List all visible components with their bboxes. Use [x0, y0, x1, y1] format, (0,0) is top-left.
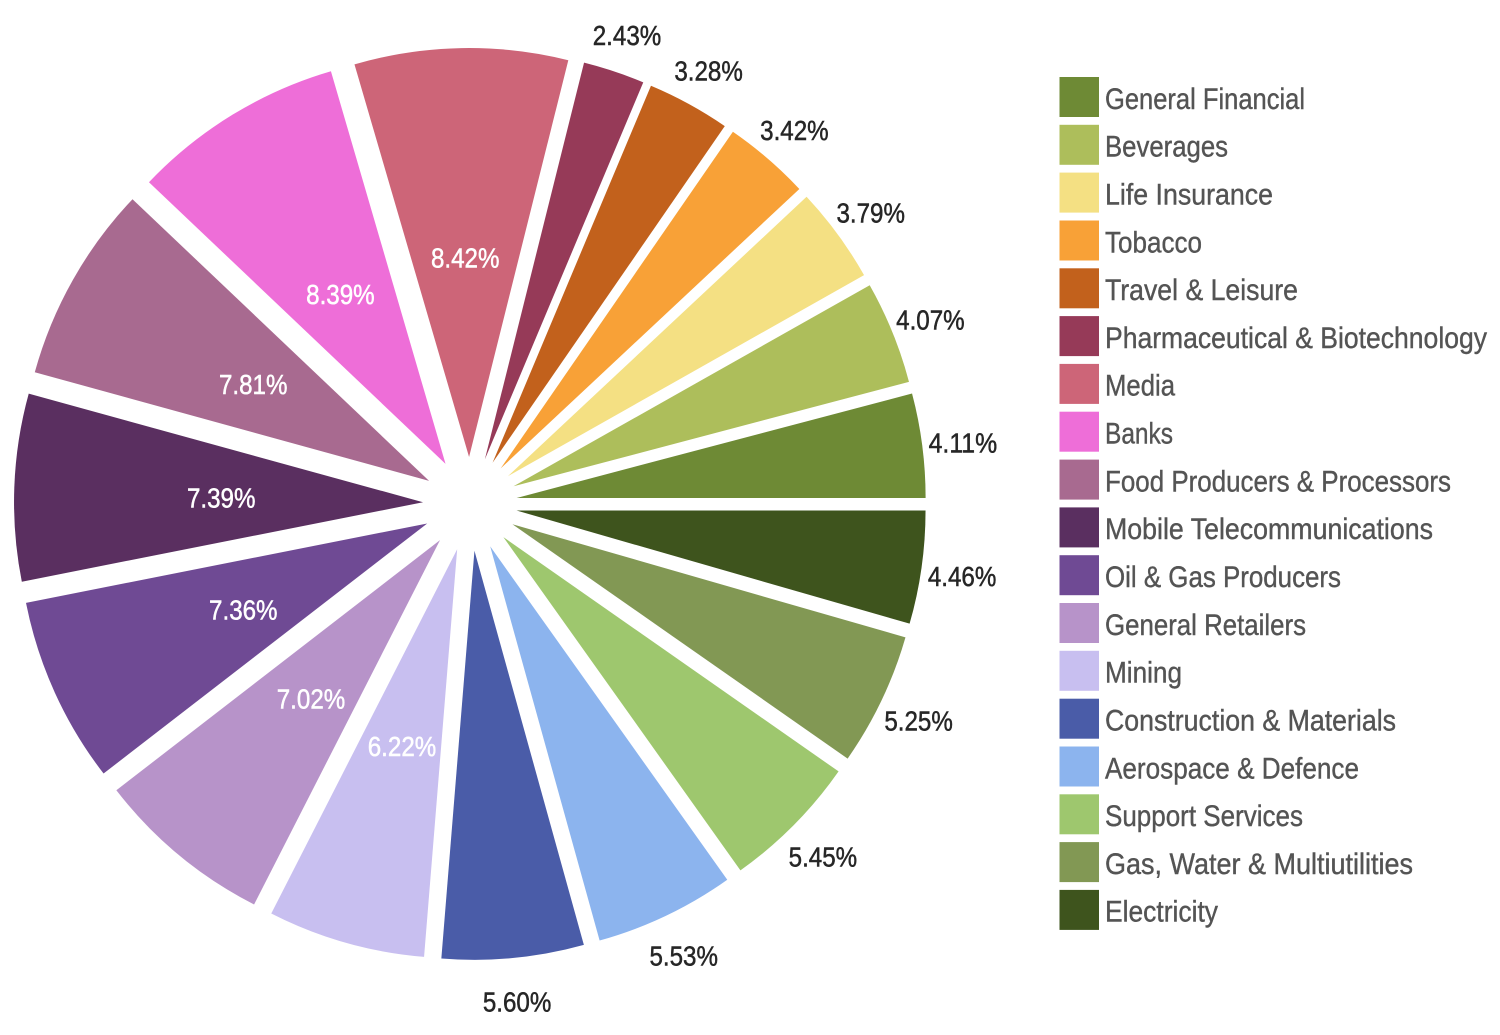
svg-text:5.45%: 5.45%: [789, 842, 858, 873]
svg-text:7.39%: 7.39%: [187, 483, 256, 514]
svg-text:General Retailers: General Retailers: [1105, 609, 1306, 642]
svg-text:2.43%: 2.43%: [593, 20, 662, 51]
svg-text:Oil & Gas Producers: Oil & Gas Producers: [1105, 561, 1341, 594]
svg-text:7.81%: 7.81%: [219, 369, 288, 400]
svg-text:General Financial: General Financial: [1105, 83, 1305, 116]
svg-text:Mining: Mining: [1105, 657, 1182, 690]
svg-text:Gas, Water & Multiutilities: Gas, Water & Multiutilities: [1105, 848, 1413, 881]
svg-text:Support Services: Support Services: [1105, 800, 1303, 833]
svg-text:Food Producers & Processors: Food Producers & Processors: [1105, 465, 1451, 498]
svg-text:7.36%: 7.36%: [209, 595, 278, 626]
svg-text:Life Insurance: Life Insurance: [1105, 178, 1273, 211]
svg-text:Beverages: Beverages: [1105, 131, 1228, 164]
svg-text:Travel & Leisure: Travel & Leisure: [1105, 274, 1298, 307]
svg-text:Pharmaceutical & Biotechnology: Pharmaceutical & Biotechnology: [1105, 322, 1487, 355]
svg-text:4.46%: 4.46%: [928, 561, 997, 592]
svg-text:6.22%: 6.22%: [368, 731, 437, 762]
svg-text:Aerospace & Defence: Aerospace & Defence: [1105, 752, 1359, 785]
svg-text:Electricity: Electricity: [1105, 896, 1218, 929]
svg-text:5.60%: 5.60%: [483, 987, 552, 1018]
svg-text:Media: Media: [1105, 370, 1175, 403]
svg-text:Banks: Banks: [1105, 418, 1173, 451]
svg-text:8.42%: 8.42%: [431, 243, 500, 274]
svg-text:4.11%: 4.11%: [929, 428, 998, 459]
svg-text:Mobile Telecommunications: Mobile Telecommunications: [1105, 513, 1433, 546]
svg-text:8.39%: 8.39%: [306, 279, 375, 310]
svg-text:5.53%: 5.53%: [649, 940, 718, 971]
svg-text:3.42%: 3.42%: [760, 115, 829, 146]
svg-text:5.25%: 5.25%: [884, 706, 953, 737]
svg-text:4.07%: 4.07%: [896, 305, 965, 336]
svg-text:Tobacco: Tobacco: [1105, 226, 1202, 259]
svg-text:7.02%: 7.02%: [277, 683, 346, 714]
svg-text:3.79%: 3.79%: [836, 198, 905, 229]
svg-text:Construction & Materials: Construction & Materials: [1105, 705, 1396, 738]
svg-text:3.28%: 3.28%: [674, 56, 743, 87]
